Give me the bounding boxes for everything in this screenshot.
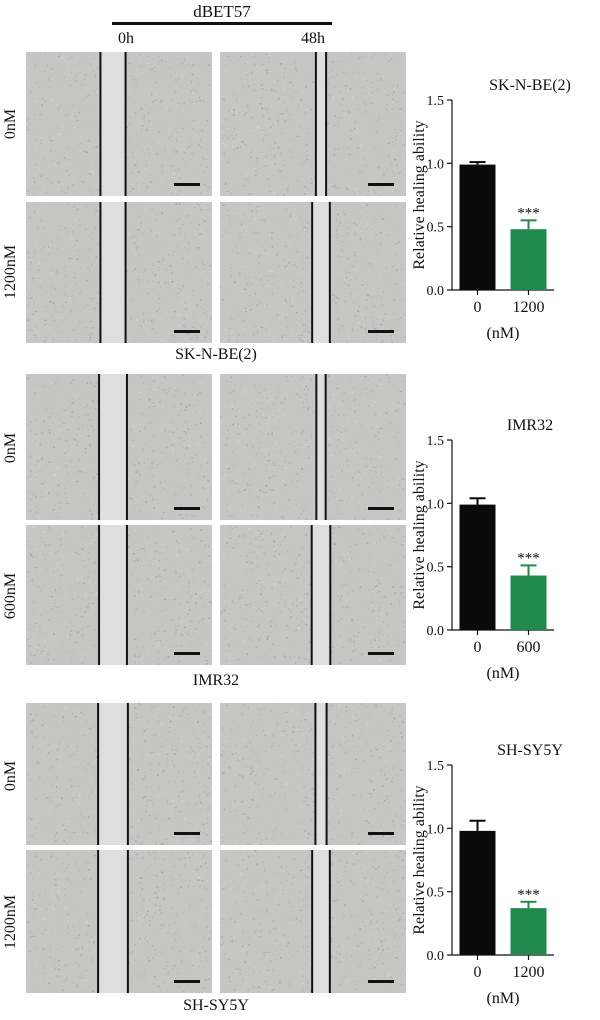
chart-title: IMR32	[507, 417, 553, 434]
bar-chart-row1: SK-N-BE(2) Relative healing ability 0.0 0.5…	[411, 77, 571, 342]
x-tick-label: 0	[474, 639, 482, 656]
micrograph-row2-0nM-0h	[26, 374, 212, 520]
bar-chart-row2: IMR32 Relative healing ability 0.0 0.5 1.0 1.…	[411, 417, 554, 682]
micrograph-row2-0nM-48h	[220, 374, 406, 520]
y-tick-label: 0.5	[427, 886, 445, 901]
significance-label: ***	[517, 205, 540, 221]
bar	[510, 575, 547, 630]
time-label-48h: 48h	[301, 30, 325, 47]
y-tick-label: 1.5	[427, 759, 445, 774]
y-tick-label: 1.0	[427, 497, 445, 512]
x-axis-label: (nM)	[487, 990, 520, 1007]
bar	[510, 229, 547, 290]
micrograph-row3-1200nM-0h	[26, 850, 212, 993]
treatment-label: dBET57	[193, 2, 251, 21]
chart-title: SK-N-BE(2)	[489, 77, 571, 94]
significance-label: ***	[517, 550, 540, 566]
x-tick-label: 1200	[513, 964, 545, 981]
micrograph-row3-0nM-48h	[220, 703, 406, 845]
treatment-bracket	[112, 22, 332, 25]
y-tick-label: 1.5	[427, 434, 445, 449]
micrograph-row3-1200nM-48h	[220, 850, 406, 993]
dose-label-row2-top: 0nM	[2, 432, 19, 464]
y-tick-label: 1.5	[427, 94, 445, 109]
x-axis-label: (nM)	[487, 325, 520, 342]
y-tick-label: 0.0	[427, 284, 445, 299]
dose-label-row1-bottom: 1200nM	[2, 244, 19, 300]
y-tick-label: 0.5	[427, 221, 445, 236]
micrograph-row1-0nM-48h	[220, 52, 406, 196]
cell-line-label-row3: SH-SY5Y	[183, 997, 249, 1014]
y-tick-label: 0.5	[427, 561, 445, 576]
bar	[459, 830, 496, 955]
y-tick-label: 1.0	[427, 157, 445, 172]
significance-label: ***	[517, 887, 540, 903]
micrograph-row1-0nM-0h	[26, 52, 212, 196]
bar	[459, 504, 496, 630]
bar	[459, 164, 496, 290]
dose-label-row3-top: 0nM	[2, 760, 19, 792]
y-axis-label: Relative healing ability	[411, 120, 428, 269]
micrograph-row2-600nM-0h	[26, 525, 212, 665]
micrograph-row3-0nM-0h	[26, 703, 212, 845]
y-tick-label: 1.0	[427, 822, 445, 837]
x-tick-label: 0	[474, 964, 482, 981]
time-label-0h: 0h	[118, 30, 134, 47]
cell-line-label-row2: IMR32	[192, 672, 240, 689]
x-axis-label: (nM)	[487, 665, 520, 682]
bar	[510, 908, 547, 955]
y-axis-label: Relative healing ability	[411, 460, 428, 609]
bar-chart-row3: SH-SY5Y Relative healing ability 0.0 0.5 1.0…	[411, 742, 563, 1007]
cell-line-label-row1: SK-N-BE(2)	[175, 346, 257, 363]
x-tick-label: 0	[474, 299, 482, 316]
y-tick-label: 0.0	[427, 949, 445, 964]
dose-label-row1-top: 0nM	[2, 108, 19, 140]
dose-label-row3-bottom: 1200nM	[2, 894, 19, 950]
micrograph-row1-1200nM-48h	[220, 202, 406, 343]
micrograph-row2-600nM-48h	[220, 525, 406, 665]
x-tick-label: 600	[517, 639, 541, 656]
dose-label-row2-bottom: 600nM	[2, 572, 19, 620]
micrograph-row1-1200nM-0h	[26, 202, 212, 343]
x-tick-label: 1200	[513, 299, 545, 316]
chart-title: SH-SY5Y	[497, 742, 563, 759]
y-tick-label: 0.0	[427, 624, 445, 639]
y-axis-label: Relative healing ability	[411, 785, 428, 934]
